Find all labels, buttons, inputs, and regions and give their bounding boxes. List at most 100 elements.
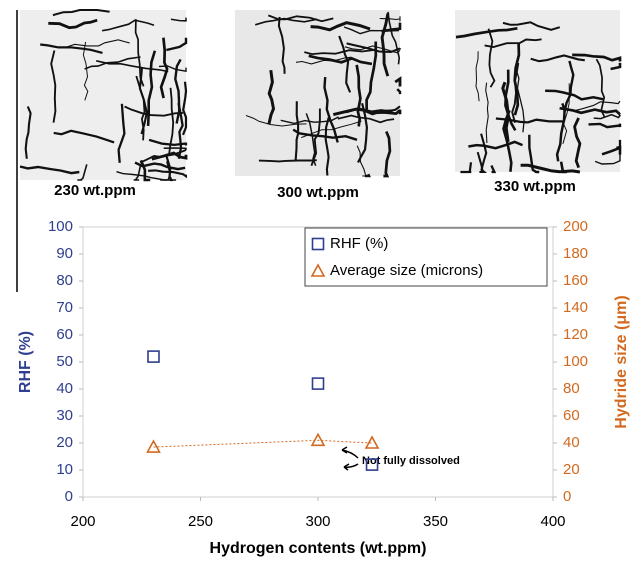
x-tick-label: 300 (305, 513, 330, 530)
crack (380, 13, 390, 77)
x-tick-label: 200 (70, 513, 95, 530)
crack (158, 65, 187, 73)
crack (48, 18, 98, 30)
crack (475, 51, 480, 102)
y-tick-label: 50 (56, 353, 73, 370)
y2-tick-label: 0 (563, 488, 571, 505)
crack (476, 151, 484, 173)
crack (572, 53, 622, 62)
y-tick-label: 20 (56, 434, 73, 451)
crack (504, 69, 517, 132)
crack (148, 138, 188, 147)
crack (338, 35, 352, 93)
crack (520, 163, 581, 174)
y-tick-label: 10 (56, 461, 73, 478)
crack (292, 128, 358, 141)
crack (304, 49, 373, 56)
y2-tick-label: 140 (563, 299, 588, 316)
crack (133, 164, 142, 181)
crack (346, 42, 402, 54)
crack (277, 16, 286, 74)
crack (84, 56, 141, 70)
square-marker (311, 377, 325, 390)
series-line (153, 439, 373, 448)
crack (485, 82, 489, 144)
legend-marker (310, 263, 326, 277)
crack (394, 76, 402, 87)
crack (559, 161, 567, 174)
crack (365, 41, 378, 112)
crack (19, 165, 80, 175)
triangle-marker (364, 435, 380, 449)
y2-tick-label: 80 (563, 380, 580, 397)
crack (545, 89, 604, 101)
crack (559, 106, 621, 116)
y2-tick-label: 40 (563, 434, 580, 451)
crack (502, 109, 513, 172)
triangle-marker (146, 439, 161, 453)
crack (146, 50, 157, 126)
y-tick-label: 40 (56, 380, 73, 397)
crack (364, 173, 371, 178)
crack (337, 114, 395, 124)
crack (163, 147, 187, 150)
crack (135, 75, 146, 141)
crack (280, 116, 339, 125)
crack (468, 140, 523, 150)
crack (82, 41, 89, 101)
y-tick-label: 100 (48, 218, 73, 235)
crack (594, 153, 621, 165)
crack (139, 159, 151, 182)
micrograph (235, 10, 400, 176)
crack (50, 50, 57, 123)
crack (52, 9, 110, 17)
crack (616, 146, 621, 155)
crack (332, 107, 393, 117)
crack (181, 81, 188, 136)
y-tick-label: 90 (56, 245, 73, 262)
crack (617, 139, 622, 149)
micrograph-label: 330 wt.ppm (494, 178, 576, 195)
crack (117, 103, 126, 163)
crack (116, 171, 177, 181)
x-axis-label: Hydrogen contents (wt.ppm) (210, 540, 427, 557)
annotation: Not fully dissolved (362, 455, 460, 467)
x-tick-label: 250 (188, 513, 213, 530)
crack (530, 54, 585, 63)
crack (381, 22, 402, 33)
crack (101, 19, 155, 32)
crack (595, 58, 606, 118)
crack (324, 117, 330, 176)
y-tick-label: 80 (56, 272, 73, 289)
legend-label: RHF (%) (330, 235, 388, 252)
crack (355, 64, 362, 127)
crack (174, 58, 182, 124)
y2-tick-label: 200 (563, 218, 588, 235)
crack (308, 54, 373, 66)
crack (396, 88, 402, 95)
crack (502, 21, 561, 31)
crack (588, 122, 622, 129)
x-tick-label: 350 (423, 513, 448, 530)
crack (96, 60, 169, 73)
crack (455, 26, 518, 39)
crack (573, 100, 621, 112)
crack (383, 130, 392, 178)
crack (357, 103, 369, 164)
crack (573, 117, 582, 169)
legend-box (304, 227, 548, 287)
crack (148, 169, 188, 179)
crack (555, 103, 566, 162)
square-marker (365, 458, 379, 471)
crack (310, 21, 371, 32)
crack (294, 101, 300, 161)
micrograph (20, 10, 186, 180)
crack (387, 11, 401, 65)
crack (245, 115, 307, 127)
y-tick-label: 30 (56, 407, 73, 424)
micrographs (19, 9, 622, 182)
crack (77, 164, 88, 181)
y-tick-label: 60 (56, 326, 73, 343)
crack (64, 39, 130, 49)
crack (301, 120, 362, 139)
